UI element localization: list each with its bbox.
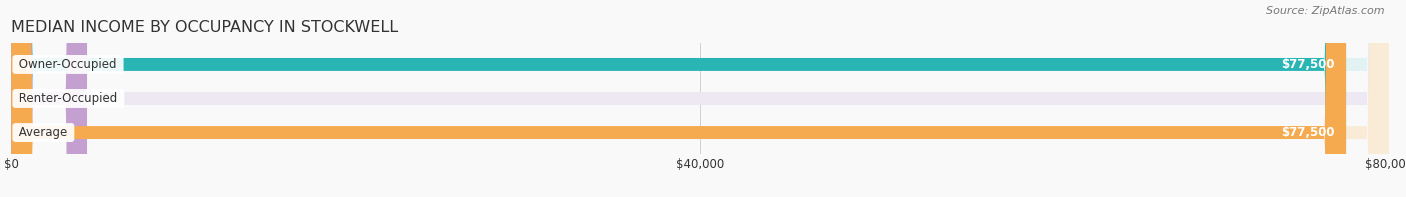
FancyBboxPatch shape: [11, 0, 1389, 197]
Text: Average: Average: [15, 126, 72, 139]
FancyBboxPatch shape: [11, 0, 87, 197]
Text: Renter-Occupied: Renter-Occupied: [15, 92, 121, 105]
FancyBboxPatch shape: [11, 0, 1389, 197]
Text: $77,500: $77,500: [1281, 58, 1336, 71]
Text: $0: $0: [101, 92, 117, 105]
FancyBboxPatch shape: [11, 0, 1346, 197]
Text: Source: ZipAtlas.com: Source: ZipAtlas.com: [1267, 6, 1385, 16]
FancyBboxPatch shape: [11, 0, 1389, 197]
Text: $77,500: $77,500: [1281, 126, 1336, 139]
FancyBboxPatch shape: [11, 0, 1346, 197]
Text: Owner-Occupied: Owner-Occupied: [15, 58, 121, 71]
Text: MEDIAN INCOME BY OCCUPANCY IN STOCKWELL: MEDIAN INCOME BY OCCUPANCY IN STOCKWELL: [11, 20, 398, 35]
